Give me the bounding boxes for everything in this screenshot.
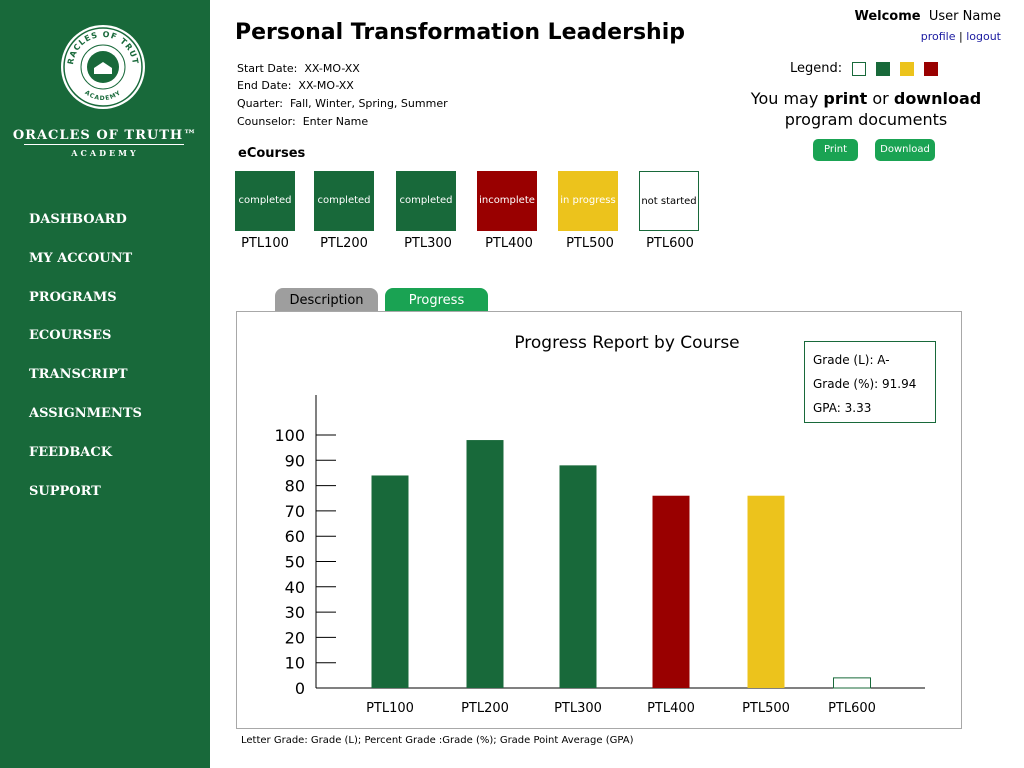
brand-name: ORACLES OF TRUTH™ — [0, 128, 210, 143]
start-date-row: Start Date: XX-MO-XX — [237, 60, 360, 78]
course-status-ptl300[interactable]: completed — [396, 171, 456, 231]
course-status-ptl500[interactable]: in progress — [558, 171, 618, 231]
legend-incomplete-swatch — [924, 62, 938, 76]
tab-description[interactable]: Description — [275, 288, 378, 312]
quarter-label: Quarter: — [237, 97, 283, 110]
tab-progress[interactable]: Progress — [385, 288, 488, 312]
nav-item-programs[interactable]: PROGRAMS — [29, 288, 142, 327]
welcome-message: Welcome User Name — [854, 9, 1001, 24]
course-status-ptl100[interactable]: completed — [235, 171, 295, 231]
link-separator: | — [959, 30, 963, 43]
documents-post: program documents — [785, 110, 947, 129]
logout-link[interactable]: logout — [966, 30, 1001, 43]
ecourses-title: eCourses — [238, 146, 305, 161]
documents-download-word: download — [894, 89, 981, 108]
counselor-value: Enter Name — [303, 115, 368, 128]
documents-mid: or — [872, 89, 888, 108]
download-button[interactable]: Download — [875, 139, 935, 161]
course-code-ptl100: PTL100 — [235, 236, 295, 251]
academy-seal-icon: ORACLES OF TRUTH ACADEMY — [58, 22, 148, 112]
account-links: profile | logout — [921, 30, 1001, 43]
legend-in-progress-swatch — [900, 62, 914, 76]
documents-print-word: print — [823, 89, 867, 108]
end-date-row: End Date: XX-MO-XX — [237, 77, 354, 95]
start-date-label: Start Date: — [237, 62, 297, 75]
main-nav: DASHBOARD MY ACCOUNT PROGRAMS ECOURSES T… — [29, 210, 142, 520]
end-date-value: XX-MO-XX — [298, 79, 353, 92]
course-code-ptl600: PTL600 — [640, 236, 700, 251]
percent-grade: Grade (%): 91.94 — [813, 372, 935, 396]
counselor-label: Counselor: — [237, 115, 296, 128]
letter-grade: Grade (L): A- — [813, 348, 935, 372]
academy-logo[interactable]: ORACLES OF TRUTH ACADEMY — [58, 22, 148, 112]
nav-item-assignments[interactable]: ASSIGNMENTS — [29, 404, 142, 443]
quarter-value: Fall, Winter, Spring, Summer — [290, 97, 448, 110]
course-code-ptl400: PTL400 — [479, 236, 539, 251]
legend-completed-swatch — [876, 62, 890, 76]
nav-item-feedback[interactable]: FEEDBACK — [29, 443, 142, 482]
profile-link[interactable]: profile — [921, 30, 956, 43]
course-status-ptl400[interactable]: incomplete — [477, 171, 537, 231]
grade-summary-box: Grade (L): A- Grade (%): 91.94 GPA: 3.33 — [804, 341, 936, 423]
nav-item-transcript[interactable]: TRANSCRIPT — [29, 365, 142, 404]
quarter-row: Quarter: Fall, Winter, Spring, Summer — [237, 95, 448, 113]
course-code-ptl500: PTL500 — [560, 236, 620, 251]
status-legend: Legend: — [790, 61, 938, 76]
page-title: Personal Transformation Leadership — [235, 20, 685, 45]
gpa-value: GPA: 3.33 — [813, 396, 935, 420]
nav-item-dashboard[interactable]: DASHBOARD — [29, 210, 142, 249]
course-code-ptl200: PTL200 — [314, 236, 374, 251]
legend-not-started-swatch — [852, 62, 866, 76]
nav-item-support[interactable]: SUPPORT — [29, 482, 142, 521]
grade-footnote: Letter Grade: Grade (L); Percent Grade :… — [241, 735, 634, 746]
course-code-ptl300: PTL300 — [398, 236, 458, 251]
counselor-row: Counselor: Enter Name — [237, 113, 368, 131]
legend-label: Legend: — [790, 61, 842, 76]
end-date-label: End Date: — [237, 79, 291, 92]
sidebar: ORACLES OF TRUTH ACADEMY ORACLES OF TRUT… — [0, 0, 210, 768]
course-status-ptl200[interactable]: completed — [314, 171, 374, 231]
documents-message: You may print or download program docume… — [740, 88, 992, 130]
nav-item-my-account[interactable]: MY ACCOUNT — [29, 249, 142, 288]
print-button[interactable]: Print — [813, 139, 858, 161]
brand-divider — [24, 144, 184, 145]
welcome-label: Welcome — [854, 9, 920, 24]
user-name: User Name — [929, 9, 1001, 24]
nav-item-ecourses[interactable]: ECOURSES — [29, 326, 142, 365]
brand-subtitle: ACADEMY — [0, 148, 210, 158]
start-date-value: XX-MO-XX — [304, 62, 359, 75]
course-status-ptl600[interactable]: not started — [639, 171, 699, 231]
documents-pre: You may — [751, 89, 819, 108]
